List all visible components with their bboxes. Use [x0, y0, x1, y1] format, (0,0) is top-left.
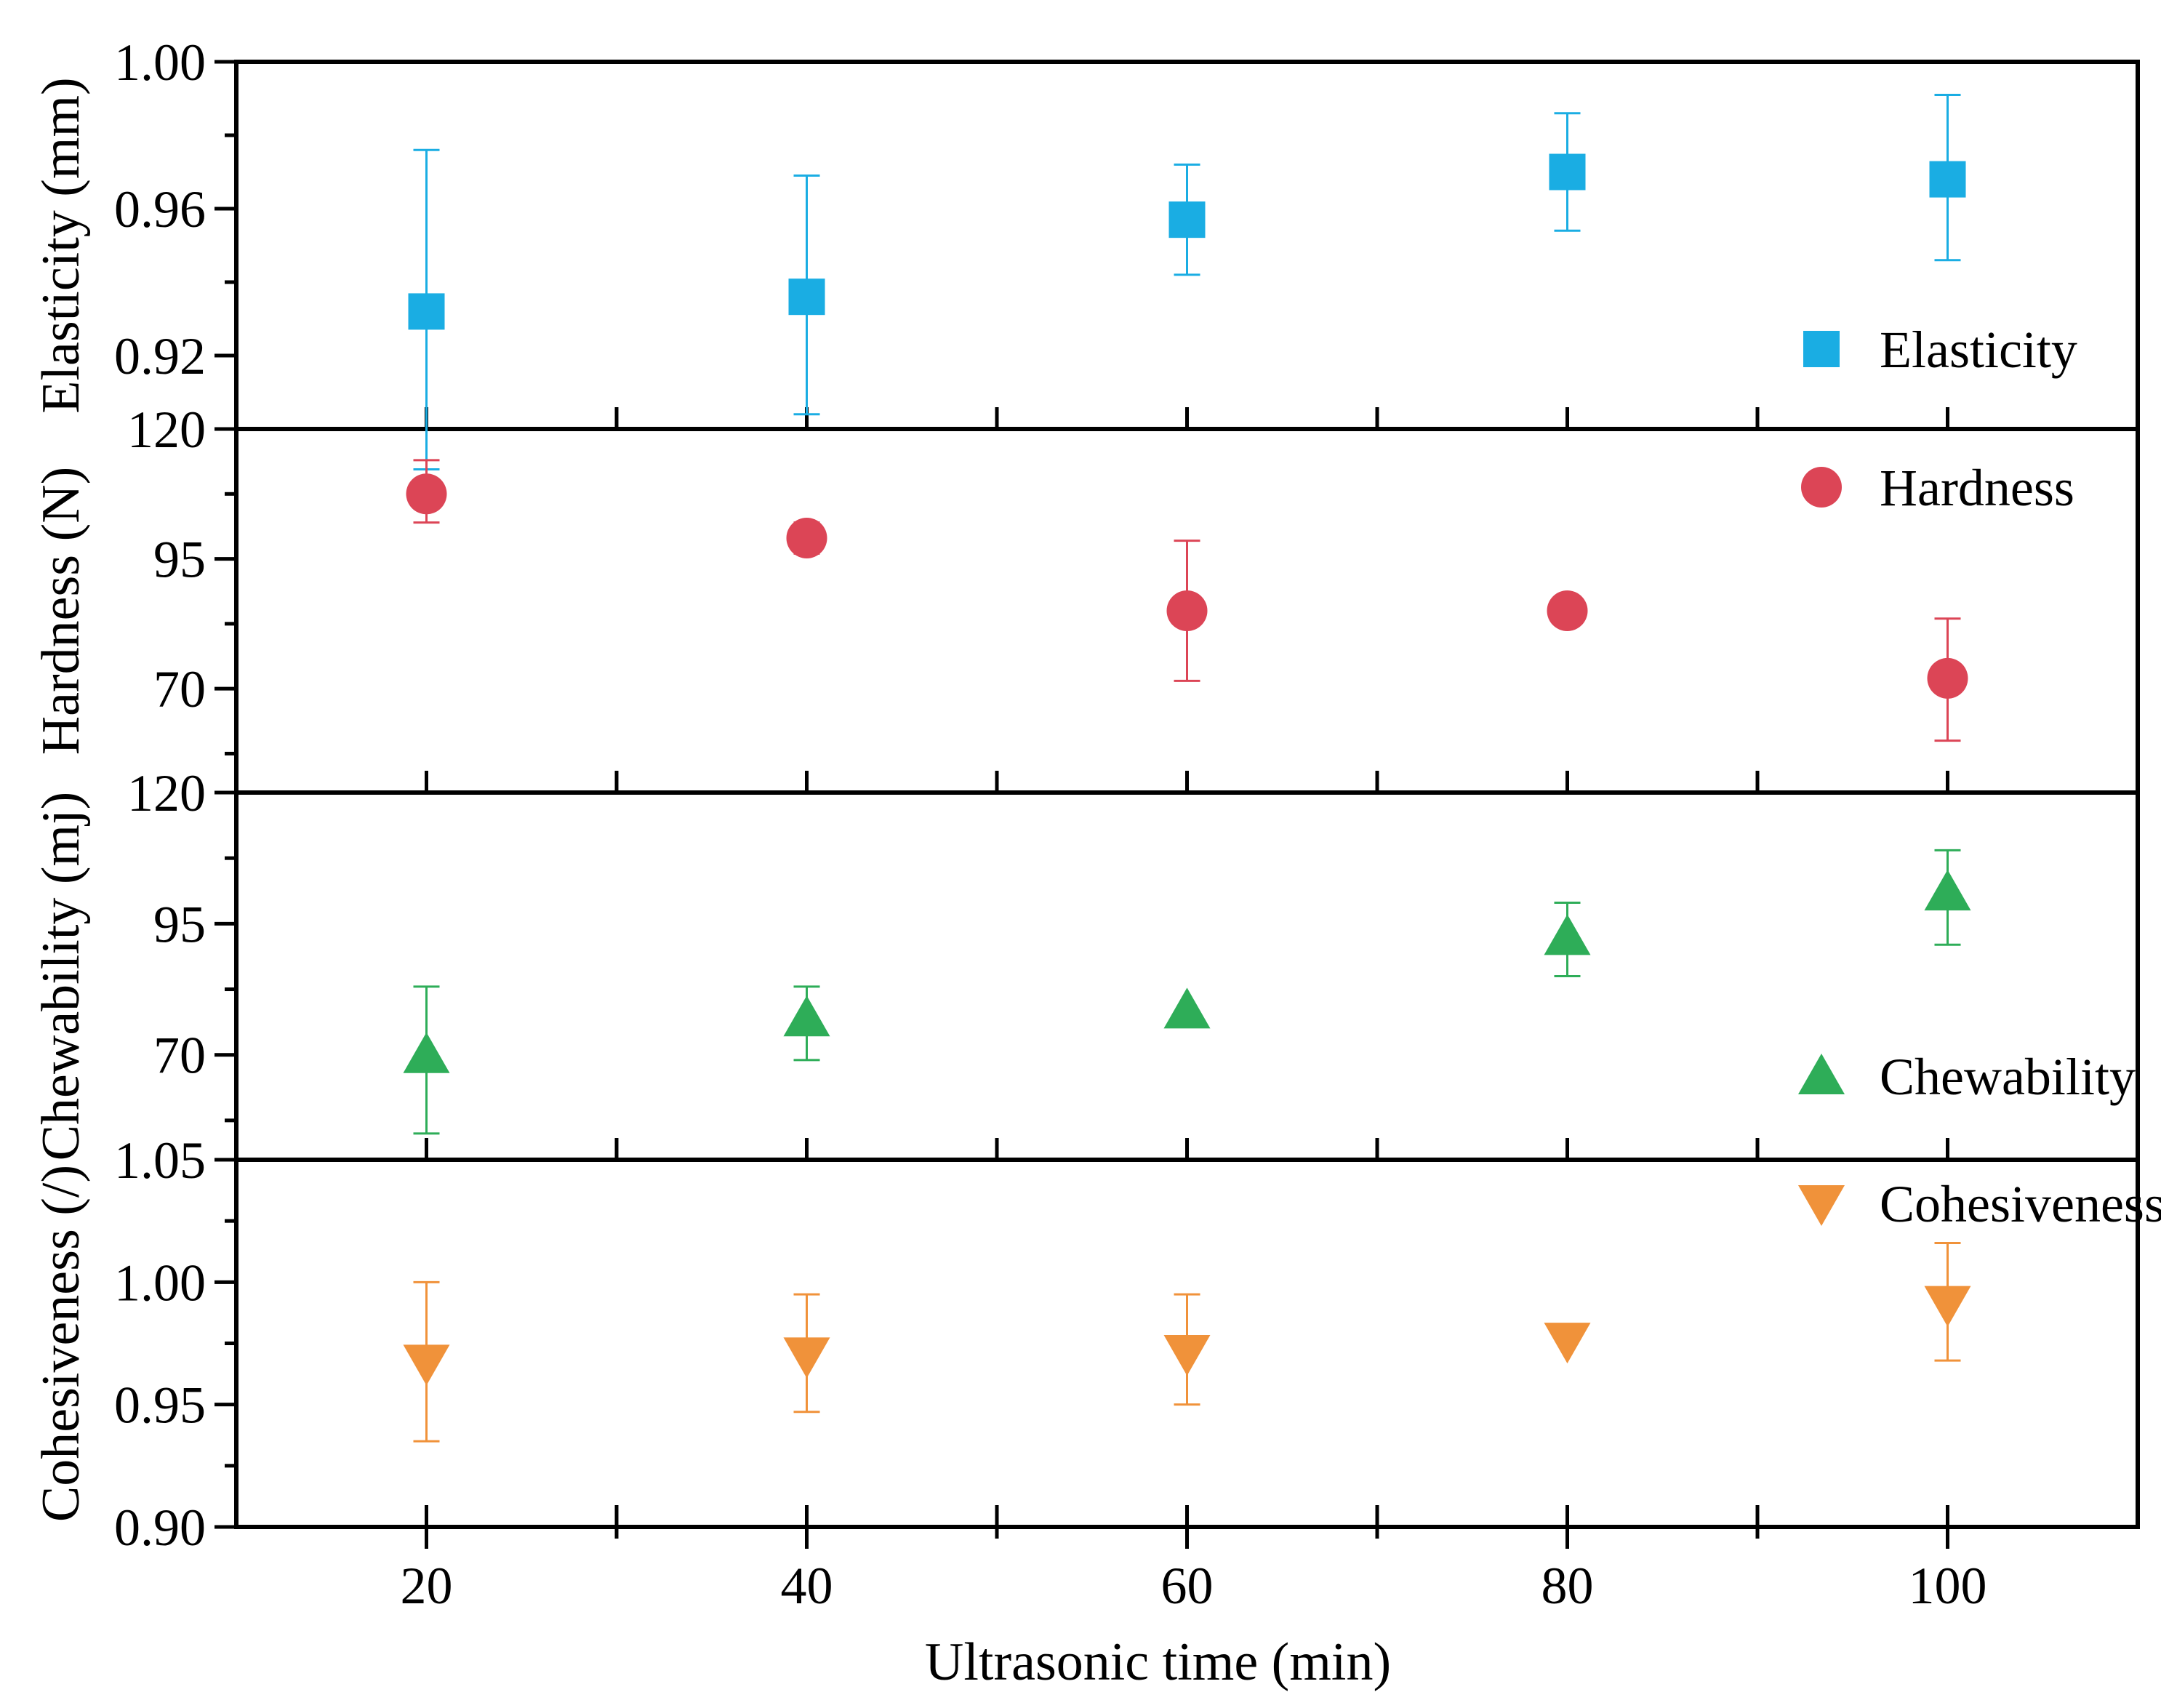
chewability-data-point [783, 995, 830, 1037]
x-tick-label: 100 [1909, 1557, 1987, 1615]
cohesiveness-y-axis-title: Cohesiveness (/) [31, 1165, 91, 1522]
cohesiveness-y-tick-label: 0.95 [114, 1376, 206, 1435]
x-tick-label: 60 [1161, 1557, 1214, 1615]
elasticity-y-tick-label: 1.00 [114, 33, 206, 92]
elasticity-data-point [1168, 201, 1206, 238]
cohesiveness-data-point [1163, 1334, 1211, 1376]
chewability-y-tick-label: 120 [127, 764, 206, 822]
x-tick-label: 80 [1541, 1557, 1594, 1615]
elasticity-data-point [788, 278, 825, 316]
hardness-data-point [786, 518, 827, 558]
x-tick-label: 40 [781, 1557, 833, 1615]
x-axis-title: Ultrasonic time (min) [925, 1632, 1391, 1692]
elasticity-y-tick-label: 0.96 [114, 180, 206, 238]
cohesiveness-data-point [783, 1337, 830, 1379]
chewability-y-tick-label: 95 [153, 895, 206, 953]
hardness-legend-marker [1801, 467, 1842, 508]
hardness-data-point [406, 473, 447, 515]
elasticity-legend-label: Elasticity [1880, 321, 2077, 379]
elasticity-data-point [408, 293, 445, 330]
chewability-legend-marker [1798, 1054, 1845, 1094]
x-tick-label: 20 [401, 1557, 453, 1615]
cohesiveness-y-tick-label: 0.90 [114, 1499, 206, 1557]
cohesiveness-data-point [1544, 1323, 1591, 1364]
chewability-data-point [1544, 914, 1591, 955]
hardness-data-point [1927, 657, 1968, 699]
cohesiveness-y-tick-label: 1.00 [114, 1254, 206, 1312]
hardness-y-tick-label: 120 [127, 401, 206, 459]
cohesiveness-legend-label: Cohesiveness [1880, 1175, 2161, 1233]
cohesiveness-data-point [1924, 1286, 1971, 1327]
hardness-data-point [1166, 590, 1208, 631]
hardness-y-tick-label: 70 [153, 660, 206, 718]
chewability-data-point [403, 1032, 450, 1073]
elasticity-data-point [1549, 153, 1586, 191]
hardness-data-point [1547, 590, 1588, 631]
elasticity-data-point [1929, 161, 1966, 198]
hardness-y-tick-label: 95 [153, 531, 206, 589]
chewability-y-axis-title: Chewability (mj) [31, 792, 91, 1161]
hardness-y-axis-title: Hardness (N) [31, 467, 91, 755]
chewability-data-point [1924, 870, 1971, 911]
elasticity-y-tick-label: 0.92 [114, 327, 206, 385]
elasticity-legend-marker [1803, 331, 1840, 367]
cohesiveness-data-point [403, 1344, 450, 1386]
chewability-legend-label: Chewability [1880, 1048, 2136, 1106]
cohesiveness-y-tick-label: 1.05 [114, 1131, 206, 1190]
cohesiveness-legend-marker [1798, 1185, 1845, 1226]
chewability-data-point [1163, 987, 1211, 1029]
elasticity-y-axis-title: Elasticity (mm) [31, 77, 91, 413]
chewability-panel-frame [234, 790, 2140, 1162]
hardness-legend-label: Hardness [1880, 459, 2074, 517]
chewability-y-tick-label: 70 [153, 1027, 206, 1085]
